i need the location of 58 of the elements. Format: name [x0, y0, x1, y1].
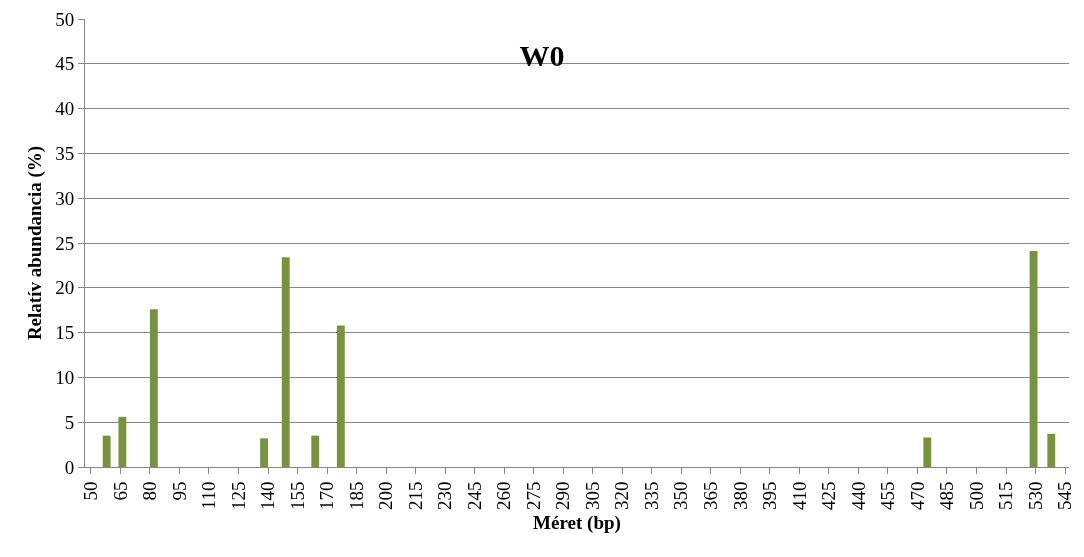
y-tick-label: 30 [55, 187, 75, 209]
bar [1029, 251, 1038, 467]
bar [311, 435, 320, 467]
x-tick-label: 320 [611, 481, 633, 511]
bar [1047, 433, 1056, 467]
x-tick-label: 140 [257, 481, 279, 511]
bar [118, 416, 127, 467]
x-tick-label: 350 [670, 481, 692, 511]
x-tick-label: 395 [759, 481, 781, 511]
x-tick-label: 185 [345, 481, 367, 511]
x-tick-label: 125 [227, 481, 249, 511]
bar [336, 325, 345, 467]
x-tick-label: 290 [552, 481, 574, 511]
x-tick-label: 65 [109, 481, 131, 501]
y-tick-label: 35 [55, 143, 75, 165]
x-tick-label: 50 [80, 481, 102, 501]
x-tick-label: 230 [434, 481, 456, 511]
y-tick-label: 15 [55, 322, 75, 344]
x-tick-label: 470 [906, 481, 928, 511]
bar [102, 435, 111, 467]
bar [260, 438, 269, 467]
y-tick-label: 0 [64, 456, 75, 478]
x-tick-label: 260 [493, 481, 515, 511]
x-tick-label: 95 [168, 481, 190, 501]
y-tick-label: 45 [55, 53, 75, 75]
x-tick-label: 365 [699, 481, 721, 511]
x-tick-label: 545 [1054, 481, 1076, 511]
x-tick-label: 380 [729, 481, 751, 511]
x-tick-label: 485 [936, 481, 958, 511]
bar [149, 309, 158, 467]
y-tick-label: 10 [55, 367, 75, 389]
y-tick-label: 40 [55, 98, 75, 120]
x-tick-label: 200 [375, 481, 397, 511]
text: W0 [519, 38, 565, 72]
x-tick-label: 335 [640, 481, 662, 511]
x-tick-label: 245 [463, 481, 485, 511]
x-tick-label: 410 [788, 481, 810, 511]
x-tick-label: 170 [316, 481, 338, 511]
x-tick-label: 455 [877, 481, 899, 511]
bar [281, 257, 290, 467]
y-tick-label: 50 [55, 8, 75, 30]
x-tick-label: 440 [847, 481, 869, 511]
x-tick-label: 155 [286, 481, 308, 511]
y-tick-label: 20 [55, 277, 75, 299]
x-axis-title: Méret (bp) [533, 511, 621, 534]
y-axis-title: Relatív abundancia (%) [24, 145, 47, 341]
x-tick-label: 305 [581, 481, 603, 511]
x-tick-label: 500 [965, 481, 987, 511]
x-tick-label: 80 [139, 481, 161, 501]
y-tick-label: 5 [64, 411, 75, 433]
y-tick-label: 25 [55, 232, 75, 254]
x-tick-label: 425 [818, 481, 840, 511]
x-tick-label: 110 [198, 481, 220, 510]
x-tick-label: 215 [404, 481, 426, 511]
x-tick-label: 275 [522, 481, 544, 511]
bar [923, 437, 932, 467]
x-tick-label: 515 [995, 481, 1017, 511]
x-tick-label: 530 [1024, 481, 1046, 511]
